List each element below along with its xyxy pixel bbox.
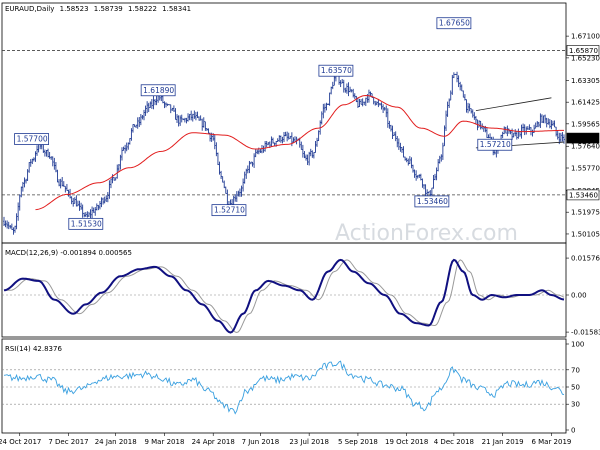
time-axis-label: 21 Jan 2019 xyxy=(482,438,524,446)
time-axis-label: 5 Sep 2018 xyxy=(338,438,378,446)
price-axis-label: 1.50105 xyxy=(571,230,600,238)
macd-signal-line xyxy=(4,259,565,334)
macd-line xyxy=(3,258,565,334)
price-axis-label: 1.67100 xyxy=(571,33,600,41)
pivot-label: 1.52710 xyxy=(214,206,245,215)
low-value: 1.58222 xyxy=(128,5,157,13)
time-axis-label: 24 Apr 2018 xyxy=(192,438,235,446)
rsi-axis-label: 30 xyxy=(571,401,580,409)
time-axis-label: 6 Mar 2019 xyxy=(531,438,571,446)
pivot-label: 1.61890 xyxy=(143,86,174,95)
rsi-layer xyxy=(2,360,566,415)
moving-average-line xyxy=(35,94,564,211)
macd-axis-label: 0.00 xyxy=(571,292,587,300)
rsi-panel-frame xyxy=(1,338,567,434)
price-axis-highlight-box xyxy=(566,132,600,144)
pivot-label-box xyxy=(14,133,50,145)
time-axis-label: 23 Jul 2018 xyxy=(289,438,329,446)
rsi-axis-label: 100 xyxy=(571,341,584,349)
price-layer: 1.67650 1.63570 1.61890 1.57700 1.57210 1.534… xyxy=(2,17,566,235)
symbol-label: EURAUD,Daily xyxy=(5,5,54,13)
price-axis-label: 1.59565 xyxy=(571,120,600,128)
rsi-axis-label: 0 xyxy=(571,427,575,435)
pivot-label: 1.51530 xyxy=(71,219,102,228)
rsi-axis-label: 70 xyxy=(571,366,580,374)
rsi-axis-label: 50 xyxy=(571,384,580,392)
time-axis-label: 24 Jan 2018 xyxy=(95,438,137,446)
time-axis-label: 7 Dec 2017 xyxy=(48,438,88,446)
price-axis-label: 1.65230 xyxy=(571,54,600,62)
pivot-label: 1.53460 xyxy=(417,197,448,206)
pivot-label: 1.67650 xyxy=(439,19,470,28)
pivot-label-box xyxy=(140,84,176,97)
price-header: EURAUD,Daily 1.58523 1.58739 1.58222 1.5… xyxy=(5,5,191,13)
pivot-label-box xyxy=(414,195,450,208)
price-axis-label: 1.63305 xyxy=(571,77,600,85)
watermark: ActionForex.com xyxy=(335,221,518,246)
time-axis-label: 4 Dec 2018 xyxy=(434,438,474,446)
rsi-line xyxy=(3,360,565,415)
time-axis-label: 9 Mar 2018 xyxy=(144,438,184,446)
rsi-header: RSI(14) 42.8376 xyxy=(5,345,62,353)
price-axis-label: 1.55770 xyxy=(571,165,600,173)
pivot-label: 1.57210 xyxy=(480,140,511,149)
axis-layer: 1.67100 1.65230 1.63305 1.61425 1.59565 1.576… xyxy=(0,33,600,446)
macd-header: MACD(12,26,9) -0.001894 0.000565 xyxy=(5,249,132,257)
macd-panel-frame xyxy=(1,242,567,338)
macd-axis-label: 0.015762 xyxy=(571,255,600,263)
pivot-label-box xyxy=(68,217,104,230)
macd-axis-label: -0.015834 xyxy=(571,329,600,337)
pivot-label-box xyxy=(436,17,472,30)
price-axis-label: 1.57640 xyxy=(571,143,600,151)
price-axis-label: 1.61425 xyxy=(571,99,600,107)
price-axis-highlight-box xyxy=(566,189,600,201)
pivot-label-box xyxy=(477,138,513,151)
price-axis-highlight-label: 1.58341 xyxy=(569,135,598,143)
high-value: 1.58739 xyxy=(94,5,123,13)
time-axis-label: 7 Jun 2018 xyxy=(242,438,280,446)
pivot-label: 1.63570 xyxy=(321,66,352,75)
open-value: 1.58523 xyxy=(60,5,89,13)
channel-line-upper xyxy=(475,97,552,112)
price-axis-highlight-label: 1.65870 xyxy=(569,47,598,55)
macd-layer xyxy=(2,258,566,334)
close-value: 1.58341 xyxy=(162,5,191,13)
price-axis-highlight-label: 1.53460 xyxy=(569,191,598,199)
pivot-label: 1.57700 xyxy=(17,135,48,144)
price-axis-highlight-box xyxy=(566,45,600,56)
pivot-label-box xyxy=(318,64,354,77)
price-axis-label: 1.51975 xyxy=(571,209,600,217)
time-axis-label: 24 Oct 2017 xyxy=(0,438,41,446)
pivot-label-box xyxy=(211,204,247,217)
time-axis-label: 19 Oct 2018 xyxy=(385,438,428,446)
